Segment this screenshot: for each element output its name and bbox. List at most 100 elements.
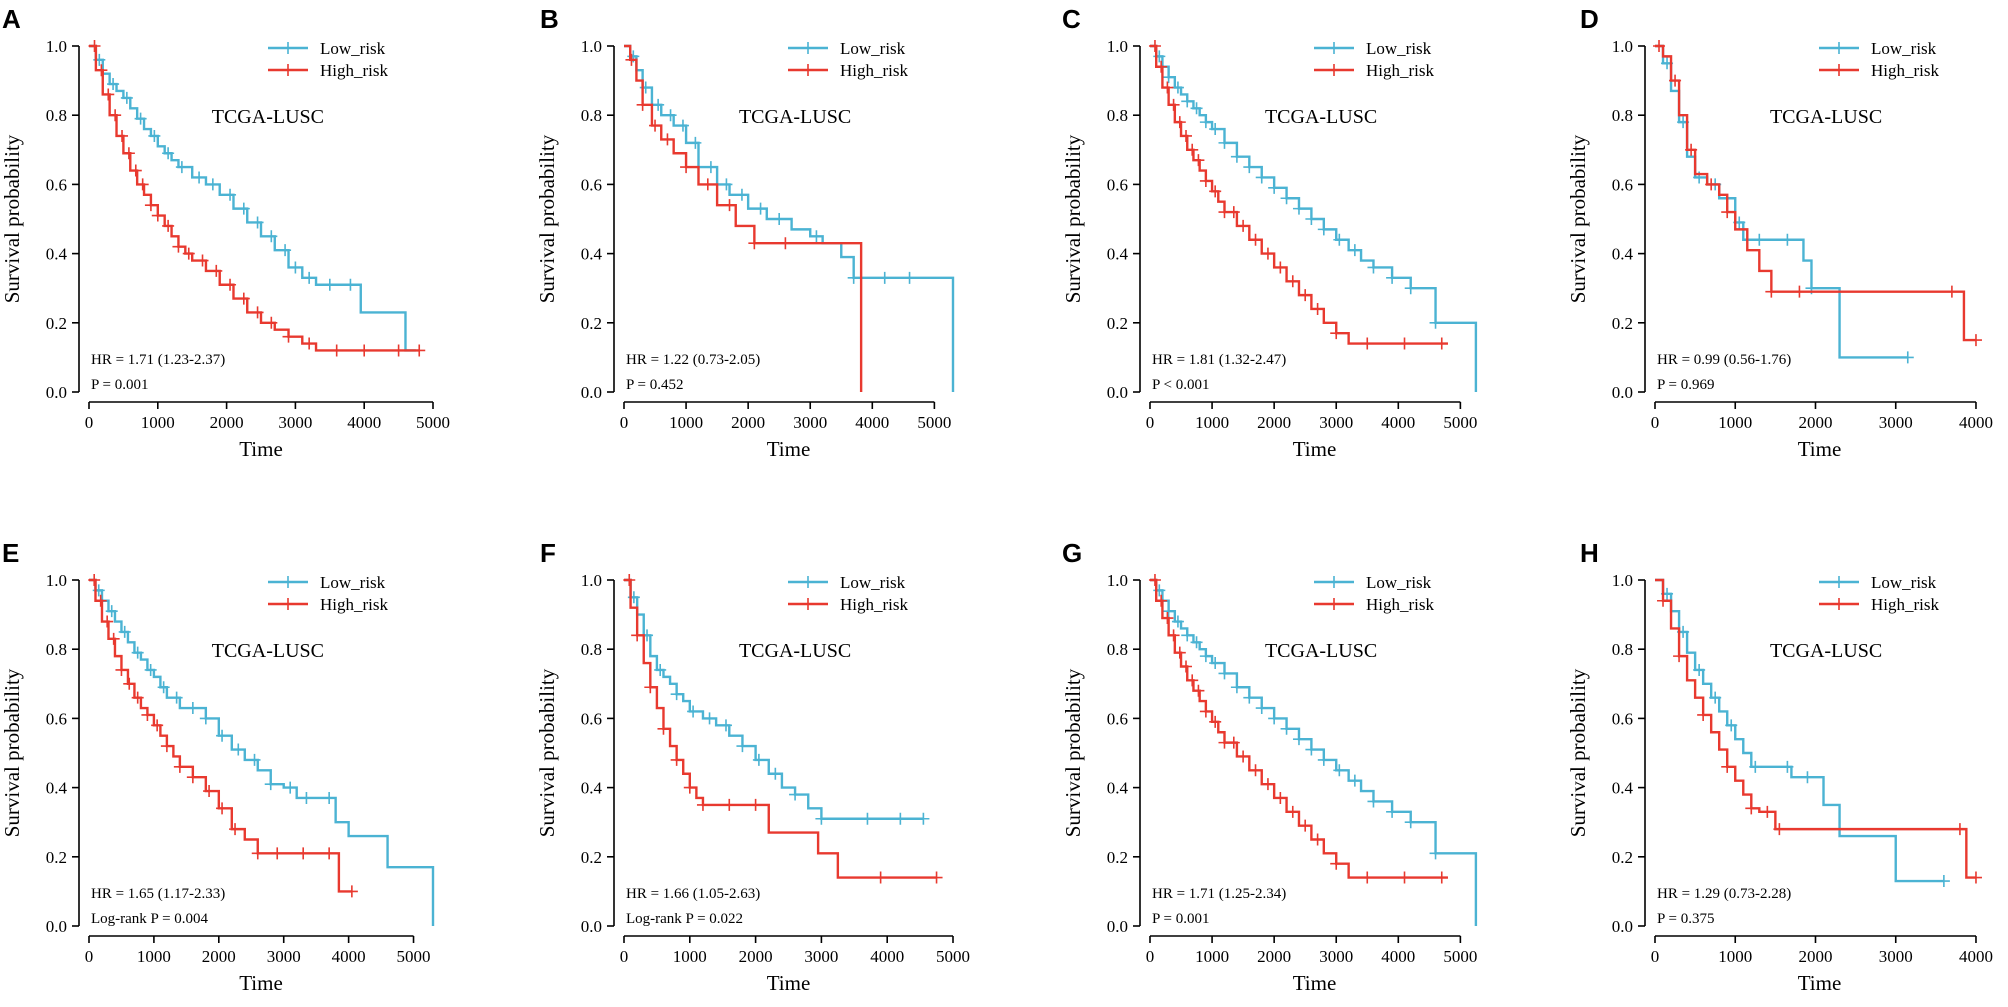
censor-mark xyxy=(748,237,761,250)
censor-mark xyxy=(1286,805,1299,818)
km-panel-c: C 0.0 0.2 0.4 0.6 0.8 1.0 0 1000 2000 3000 4000 5000… xyxy=(1061,4,1477,461)
censor-mark xyxy=(1292,202,1305,215)
censor-mark xyxy=(323,847,336,860)
y-tick-label: 0.8 xyxy=(1107,640,1128,659)
censor-mark xyxy=(136,178,149,191)
chart-title: TCGA-LUSC xyxy=(739,106,851,128)
x-tick-label: 4000 xyxy=(332,947,366,966)
x-tick-label: 1000 xyxy=(1718,413,1752,432)
censor-mark xyxy=(1901,351,1914,364)
x-tick-label: 4000 xyxy=(1959,413,1993,432)
series-line-high-risk xyxy=(1150,44,1448,345)
censor-mark xyxy=(1693,663,1706,676)
censor-mark xyxy=(162,147,175,160)
panel-letter: B xyxy=(540,4,559,34)
censor-mark xyxy=(199,712,212,725)
censor-mark xyxy=(903,271,916,284)
censor-mark xyxy=(1429,316,1442,329)
legend-label: Low_risk xyxy=(840,573,906,592)
censor-mark xyxy=(1311,833,1324,846)
x-tick-label: 4000 xyxy=(1381,413,1415,432)
legend-censor-mark xyxy=(802,64,814,76)
km-panel-a: A 0.0 0.2 0.4 0.6 0.8 1.0 0 1000 2000 3000 4000 5000… xyxy=(0,4,450,461)
censor-mark xyxy=(1361,337,1374,350)
censor-mark xyxy=(102,88,115,101)
panel-letter: A xyxy=(2,4,21,34)
censor-mark xyxy=(134,112,147,125)
y-axis-title: Survival probability xyxy=(535,134,559,303)
censor-mark xyxy=(1429,847,1442,860)
x-tick-label: 1000 xyxy=(673,947,707,966)
censor-mark xyxy=(917,812,930,825)
x-tick-label: 0 xyxy=(1651,413,1660,432)
censor-mark xyxy=(1261,247,1274,260)
censor-mark xyxy=(122,147,135,160)
y-tick-label: 1.0 xyxy=(1107,571,1128,590)
censor-mark xyxy=(157,681,170,694)
x-tick-label: 5000 xyxy=(936,947,970,966)
x-tick-label: 0 xyxy=(620,413,629,432)
censor-mark xyxy=(1209,715,1222,728)
censor-mark xyxy=(1209,185,1222,198)
censor-mark xyxy=(1181,629,1194,642)
x-tick-label: 2000 xyxy=(739,947,773,966)
censor-mark xyxy=(810,230,823,243)
legend-label: High_risk xyxy=(1366,61,1435,80)
censor-mark xyxy=(769,767,782,780)
legend-censor-mark xyxy=(282,64,294,76)
series-line-low-risk xyxy=(1150,578,1478,926)
censor-mark xyxy=(115,663,128,676)
series-line-high-risk xyxy=(1655,578,1976,879)
hazard-ratio-label: HR = 0.99 (0.56-1.76) xyxy=(1657,352,1791,368)
censor-mark xyxy=(216,802,229,815)
hazard-ratio-label: HR = 1.22 (0.73-2.05) xyxy=(626,352,760,368)
censor-mark xyxy=(687,705,700,718)
censor-mark xyxy=(1745,802,1758,815)
x-tick-label: 3000 xyxy=(1879,413,1913,432)
km-panel-e: E 0.0 0.2 0.4 0.6 0.8 1.0 0 1000 2000 3000 4000 5000… xyxy=(0,538,435,995)
censor-mark xyxy=(654,663,667,676)
y-tick-label: 0.8 xyxy=(46,640,67,659)
censor-mark xyxy=(141,708,154,721)
p-value-label: P = 0.452 xyxy=(626,377,684,393)
censor-mark xyxy=(1199,650,1212,663)
censor-mark xyxy=(123,677,136,690)
x-tick-label: 0 xyxy=(85,413,94,432)
censor-mark xyxy=(323,791,336,804)
censor-mark xyxy=(664,109,677,122)
y-tick-label: 0.2 xyxy=(1107,848,1128,867)
x-tick-label: 2000 xyxy=(731,413,765,432)
chart-title: TCGA-LUSC xyxy=(1265,106,1377,128)
censor-mark xyxy=(878,271,891,284)
censor-mark xyxy=(186,702,199,715)
panel-letter: E xyxy=(2,538,19,568)
censor-mark xyxy=(1386,805,1399,818)
x-tick-label: 0 xyxy=(1651,947,1660,966)
x-tick-label: 3000 xyxy=(1319,947,1353,966)
x-tick-label: 4000 xyxy=(870,947,904,966)
x-tick-label: 4000 xyxy=(347,413,381,432)
censor-mark xyxy=(129,164,142,177)
censor-mark xyxy=(1435,871,1448,884)
y-axis-title: Survival probability xyxy=(1061,668,1085,837)
censor-mark xyxy=(1280,192,1293,205)
legend-censor-mark xyxy=(1833,42,1845,54)
censor-mark xyxy=(1186,143,1199,156)
y-tick-label: 0.4 xyxy=(46,245,68,264)
censor-mark xyxy=(636,98,649,111)
censor-mark xyxy=(1243,161,1256,174)
censor-mark xyxy=(1317,753,1330,766)
censor-mark xyxy=(1181,95,1194,108)
censor-mark xyxy=(703,712,716,725)
y-tick-label: 1.0 xyxy=(1612,571,1633,590)
censor-mark xyxy=(251,216,264,229)
censor-mark xyxy=(1697,708,1710,721)
x-tick-label: 2000 xyxy=(1257,413,1291,432)
x-tick-label: 0 xyxy=(85,947,94,966)
y-axis-title: Survival probability xyxy=(0,668,24,837)
censor-mark xyxy=(1218,667,1231,680)
series-line-high-risk xyxy=(1655,44,1976,342)
censor-mark xyxy=(1161,81,1174,94)
censor-mark xyxy=(1969,871,1982,884)
y-tick-label: 0.8 xyxy=(1107,106,1128,125)
